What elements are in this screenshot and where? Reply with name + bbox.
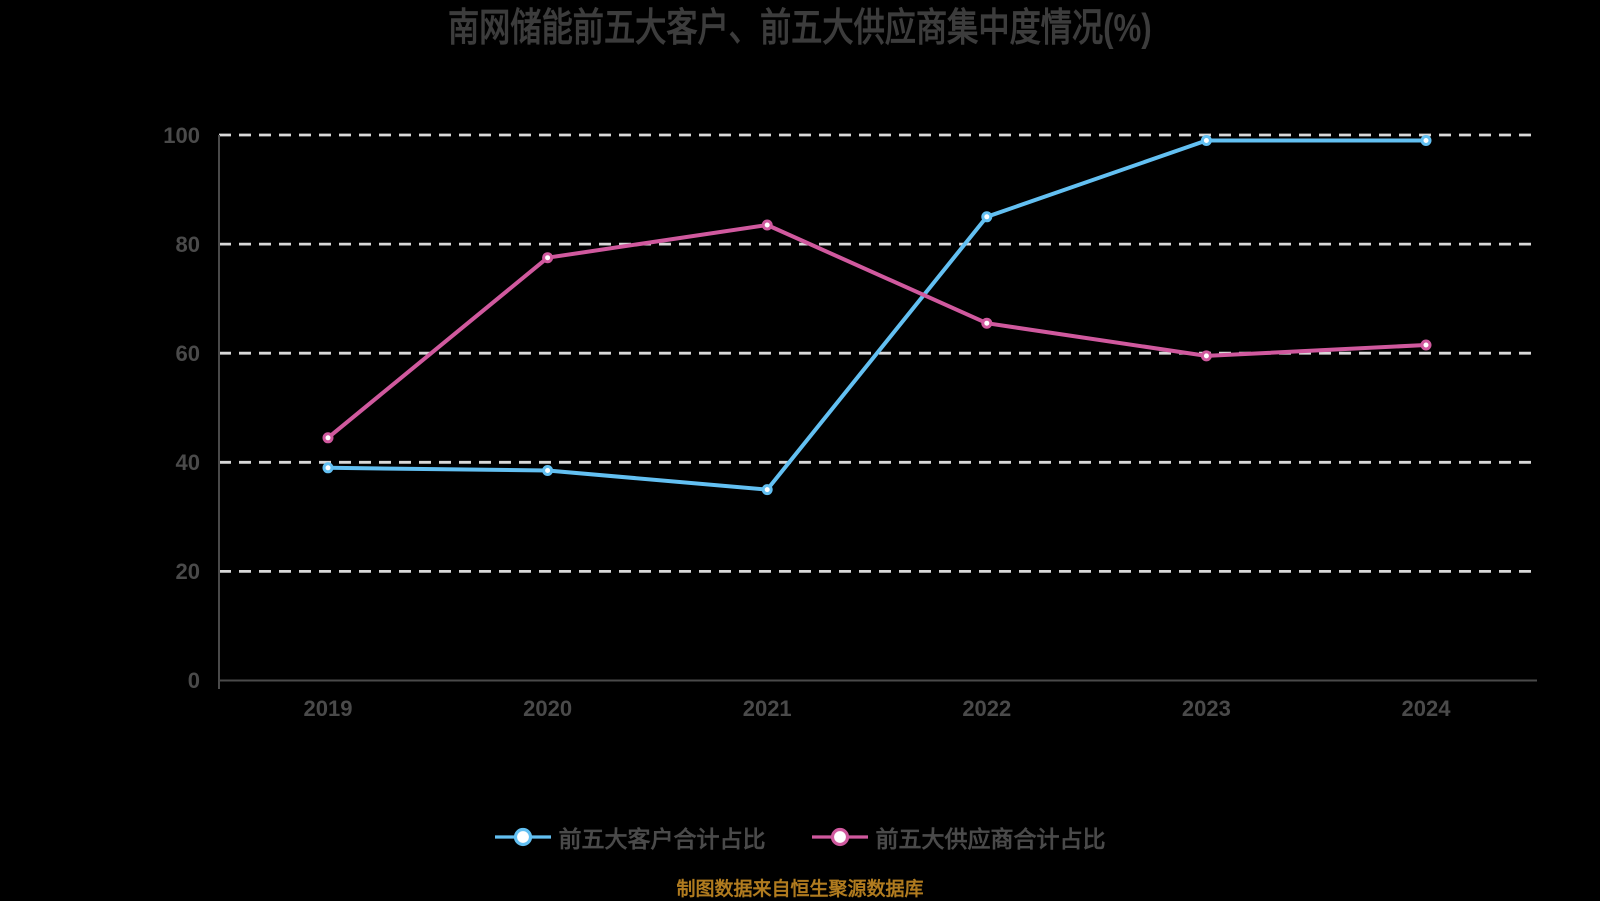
svg-text:100: 100 [163,123,200,148]
svg-text:40: 40 [176,450,200,475]
svg-text:80: 80 [176,232,200,257]
svg-text:2023: 2023 [1182,696,1231,721]
svg-text:2021: 2021 [743,696,792,721]
svg-text:2020: 2020 [523,696,572,721]
svg-text:2019: 2019 [304,696,353,721]
svg-text:20: 20 [176,559,200,584]
svg-text:0: 0 [188,668,200,693]
svg-text:2024: 2024 [1402,696,1452,721]
svg-text:2022: 2022 [962,696,1011,721]
svg-text:60: 60 [176,341,200,366]
